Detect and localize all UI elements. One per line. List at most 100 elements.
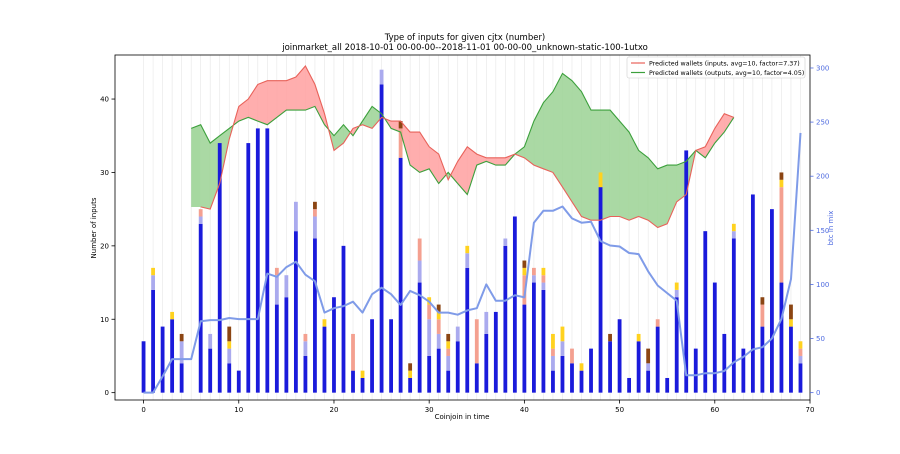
bar-segment-main xyxy=(332,297,336,393)
y-tick-label: 10 xyxy=(100,316,109,324)
y-tick-label: 40 xyxy=(100,96,109,104)
btc-in-mix-line xyxy=(143,132,802,394)
bar-segment-brown xyxy=(408,363,413,371)
bar-segment-lavender xyxy=(284,275,289,298)
inputs-excess-area xyxy=(305,65,316,111)
inputs-excess-area xyxy=(419,131,430,173)
bar-segment-yellow xyxy=(636,333,641,342)
bar-segment-main xyxy=(693,348,698,393)
y-axis-label: Number of inputs xyxy=(90,197,98,258)
bar-segment-main xyxy=(255,128,260,393)
bar-segment-main xyxy=(179,363,184,393)
bar-segment-main xyxy=(160,326,165,393)
bar-segment-main xyxy=(151,289,155,393)
y2-tick-label: 250 xyxy=(816,119,829,127)
bar-segment-brown xyxy=(227,326,232,342)
x-tick-label: 30 xyxy=(425,406,434,414)
bar-segment-lavender xyxy=(731,231,736,239)
bar-segment-main xyxy=(446,370,451,393)
bar-segment-salmon xyxy=(570,348,574,364)
bar-segment-yellow xyxy=(798,341,803,349)
bar-segment-brown xyxy=(179,333,184,342)
bar-segment-lavender xyxy=(274,275,279,305)
bar-segment-salmon xyxy=(760,304,765,327)
bar-segment-yellow xyxy=(731,223,736,232)
outputs-excess-area xyxy=(657,164,668,228)
bar-segment-main xyxy=(379,84,384,393)
bar-segment-salmon xyxy=(446,348,451,356)
bar-segment-lavender xyxy=(208,333,213,349)
axis-layer: 0 10 20 30 40 50 60 70 0 10 20 30 40 0 50 100 150 200 250 3… xyxy=(100,64,829,414)
outputs-excess-area xyxy=(562,72,573,203)
bar-segment-yellow xyxy=(151,267,155,276)
x-tick-label: 20 xyxy=(330,406,339,414)
bar-segment-main xyxy=(532,282,536,393)
bar-segment-main xyxy=(274,304,279,393)
bar-segment-main xyxy=(351,370,355,393)
bar-segment-brown xyxy=(608,333,612,342)
bar-segment-salmon xyxy=(798,348,803,356)
bar-segment-main xyxy=(636,341,641,393)
x-tick-label: 40 xyxy=(520,406,529,414)
bar-segment-main xyxy=(370,319,374,393)
bar-segment-lavender xyxy=(484,311,489,334)
outputs-excess-area xyxy=(543,91,554,173)
x-tick-label: 50 xyxy=(615,406,624,414)
bar-segment-yellow xyxy=(360,370,365,378)
bar-segment-lavender xyxy=(455,326,460,342)
bar-segment-main xyxy=(646,370,651,393)
bar-segment-yellow xyxy=(322,319,327,327)
bar-segment-lavender xyxy=(417,260,422,283)
x-tick-label: 60 xyxy=(710,406,719,414)
line-layer xyxy=(143,65,802,394)
bar-segment-main xyxy=(627,377,632,393)
bar-segment-yellow xyxy=(436,311,441,320)
bar-segment-main xyxy=(731,238,736,393)
bar-segment-main xyxy=(598,187,603,393)
bar-segment-main xyxy=(398,157,403,393)
bar-segment-main xyxy=(246,143,251,393)
x-tick-label: 0 xyxy=(141,406,145,414)
y2-tick-label: 0 xyxy=(816,389,820,397)
bar-segment-main xyxy=(722,333,727,393)
bar-segment-lavender xyxy=(427,319,432,356)
bar-segment-yellow xyxy=(598,172,603,188)
bar-segment-brown xyxy=(436,304,441,312)
bar-segment-lavender xyxy=(646,363,651,371)
bar-segment-main xyxy=(389,319,393,393)
bar-segment-yellow xyxy=(674,282,679,290)
bar-segment-lavender xyxy=(465,253,470,268)
bar-segment-main xyxy=(570,363,574,393)
y2-tick-label: 50 xyxy=(816,335,825,343)
y2-tick-label: 150 xyxy=(816,227,829,235)
bar-segment-main xyxy=(798,363,803,393)
y-tick-label: 30 xyxy=(100,169,109,177)
outputs-excess-area xyxy=(609,109,620,217)
bar-segment-main xyxy=(608,341,612,393)
bar-segment-salmon xyxy=(474,319,479,364)
bar-segment-yellow xyxy=(408,370,413,378)
bar-segment-main xyxy=(712,282,717,393)
bar-segment-main xyxy=(236,370,241,393)
bar-segment-yellow xyxy=(560,326,565,342)
outputs-excess-area xyxy=(666,164,677,224)
bar-segment-main xyxy=(265,128,270,393)
outputs-excess-area xyxy=(647,157,658,228)
outputs-excess-area xyxy=(638,150,649,221)
bar-segment-brown xyxy=(646,348,651,364)
bar-segment-lavender xyxy=(436,333,441,349)
bar-segment-yellow xyxy=(579,363,584,371)
inputs-excess-area xyxy=(714,113,725,144)
bar-segment-main xyxy=(284,297,289,393)
bar-segment-yellow xyxy=(227,341,232,349)
bar-segment-lavender xyxy=(541,282,546,290)
bar-segment-main xyxy=(484,333,489,393)
bar-segment-main xyxy=(474,363,479,393)
bar-segment-main xyxy=(541,289,546,393)
bar-segment-main xyxy=(293,231,298,393)
bar-segment-main xyxy=(665,377,670,393)
x-tick-label: 10 xyxy=(234,406,243,414)
area-layer xyxy=(191,65,735,228)
